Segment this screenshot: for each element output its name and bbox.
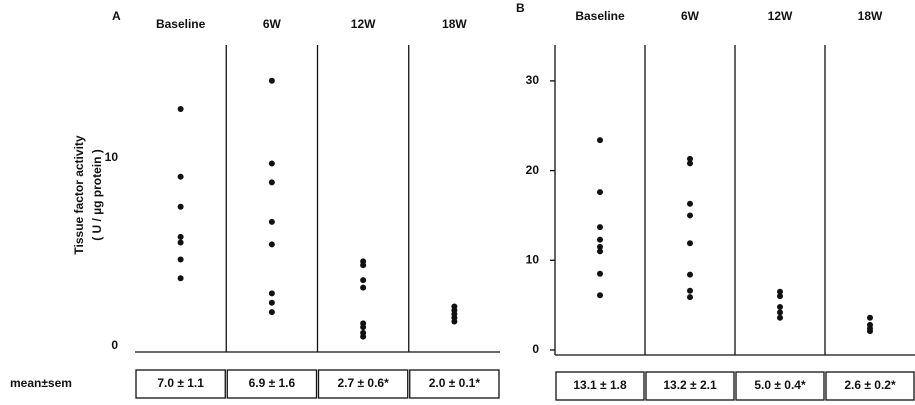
- y-tick-label: 10: [526, 252, 540, 266]
- data-point: [360, 284, 367, 291]
- data-point: [687, 240, 693, 247]
- data-point: [597, 292, 603, 299]
- summary-cell: [555, 371, 645, 401]
- summary-value: 7.0 ± 1.1: [157, 376, 204, 390]
- category-label: Baseline: [575, 9, 625, 23]
- data-point: [687, 155, 693, 162]
- data-point: [177, 275, 184, 282]
- panel-label: A: [112, 9, 121, 23]
- data-point: [360, 333, 367, 340]
- data-point: [597, 137, 603, 144]
- data-point: [777, 303, 783, 310]
- data-point: [268, 218, 275, 225]
- data-point: [777, 288, 783, 295]
- data-point: [687, 160, 693, 167]
- summary-cell: [135, 369, 226, 399]
- y-axis-label: ( U / µg protein ): [90, 149, 104, 241]
- data-point: [867, 314, 873, 321]
- data-point: [268, 309, 275, 316]
- data-point: [687, 294, 693, 301]
- summary-value: 2.0 ± 0.1*: [429, 376, 481, 390]
- summary-label: mean±sem: [10, 376, 72, 390]
- panel-label: B: [516, 1, 525, 15]
- summary-cell: [409, 369, 500, 399]
- summary-value: 13.1 ± 1.8: [573, 378, 627, 392]
- category-label: 12W: [351, 17, 376, 31]
- category-label: 18W: [858, 9, 883, 23]
- data-point: [177, 173, 184, 180]
- summary-value: 2.6 ± 0.2*: [844, 378, 896, 392]
- summary-cell: [317, 369, 409, 399]
- data-point: [177, 239, 184, 246]
- data-point: [687, 271, 693, 278]
- data-point: [268, 160, 275, 167]
- category-label: 12W: [768, 9, 793, 23]
- data-point: [177, 203, 184, 210]
- data-point: [867, 328, 873, 335]
- y-tick-label: 20: [526, 163, 540, 177]
- data-point: [268, 77, 275, 84]
- data-point: [268, 299, 275, 306]
- data-point: [360, 277, 367, 284]
- data-point: [597, 243, 603, 250]
- category-label: 6W: [263, 17, 282, 31]
- y-axis-label: Tissue factor activity: [72, 135, 86, 254]
- data-point: [360, 262, 367, 269]
- summary-cell: [226, 369, 318, 399]
- data-point: [268, 241, 275, 248]
- data-point: [597, 236, 603, 243]
- y-tick-label: 10: [105, 150, 119, 164]
- data-point: [268, 290, 275, 297]
- category-label: 18W: [442, 17, 467, 31]
- data-point: [597, 189, 603, 196]
- data-point: [177, 233, 184, 240]
- data-point: [268, 179, 275, 186]
- summary-cell: [825, 371, 915, 401]
- data-point: [777, 293, 783, 300]
- summary-cell: [645, 371, 735, 401]
- category-label: 6W: [681, 9, 700, 23]
- data-point: [597, 224, 603, 231]
- data-point: [451, 318, 458, 325]
- summary-value: 13.2 ± 2.1: [663, 378, 717, 392]
- data-point: [597, 270, 603, 277]
- y-tick-label: 0: [532, 342, 539, 356]
- summary-cell: [735, 371, 825, 401]
- data-point: [177, 256, 184, 263]
- data-point: [777, 314, 783, 321]
- summary-value: 5.0 ± 0.4*: [754, 378, 806, 392]
- summary-value: 2.7 ± 0.6*: [337, 376, 389, 390]
- category-label: Baseline: [156, 17, 206, 31]
- data-point: [177, 105, 184, 112]
- y-tick-label: 30: [526, 73, 540, 87]
- data-point: [777, 309, 783, 316]
- data-point: [687, 212, 693, 219]
- summary-value: 6.9 ± 1.6: [249, 376, 296, 390]
- y-tick-label: 0: [111, 338, 118, 352]
- data-point: [597, 248, 603, 255]
- data-point: [687, 287, 693, 294]
- data-point: [360, 324, 367, 331]
- data-point: [687, 200, 693, 207]
